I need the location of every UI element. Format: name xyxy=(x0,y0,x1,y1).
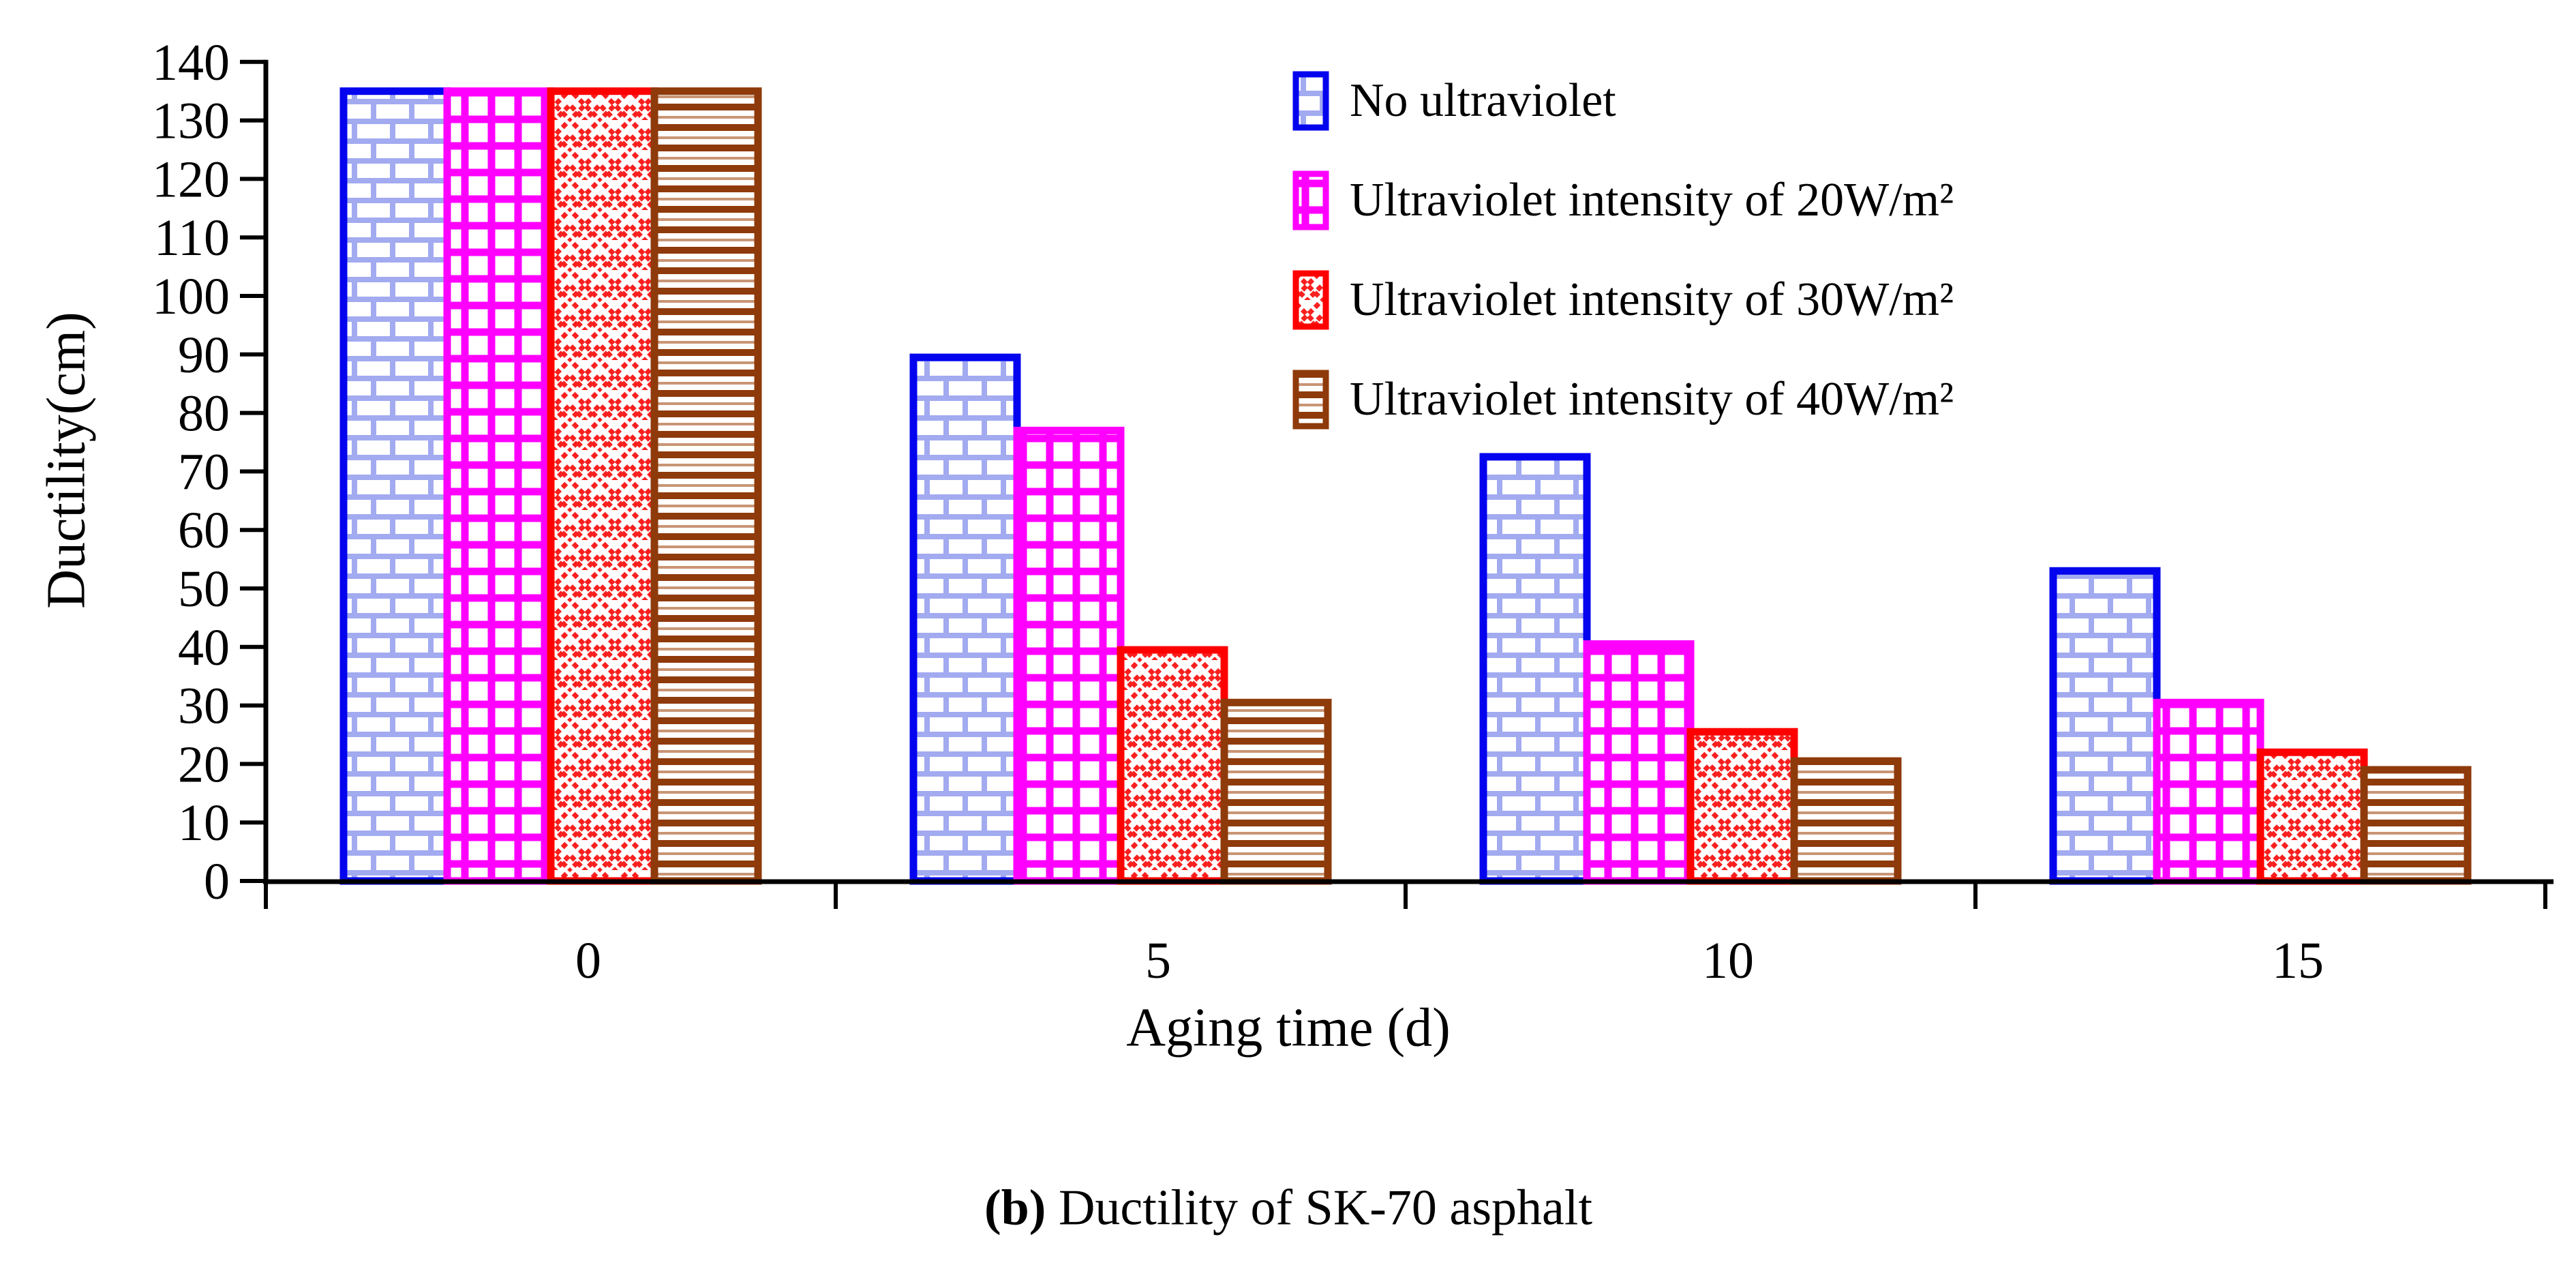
bar-series0-cat3 xyxy=(2049,567,2161,885)
legend-item: Ultraviolet intensity of 20W/m² xyxy=(1292,170,1954,230)
x-tick-label: 5 xyxy=(1145,932,1171,989)
y-tick-label: 20 xyxy=(178,736,230,793)
bar-series2-cat1 xyxy=(1117,646,1228,885)
legend-swatch-diagonal-crosshatch-icon xyxy=(1292,270,1329,330)
x-tick-label: 0 xyxy=(575,932,601,989)
x-tick-label: 15 xyxy=(2272,932,2324,989)
y-tick-label: 10 xyxy=(178,794,230,852)
bar-series2-cat0 xyxy=(547,87,658,885)
y-tick-label: 140 xyxy=(152,34,230,91)
bar-series1-cat1 xyxy=(1013,426,1125,885)
legend-label: Ultraviolet intensity of 40W/m² xyxy=(1350,373,1954,425)
bar-series0-cat1 xyxy=(909,353,1021,885)
y-tick-label: 80 xyxy=(178,385,230,443)
bar-series0-cat0 xyxy=(339,87,451,885)
legend-item: No ultraviolet xyxy=(1292,71,1954,131)
legend-swatch-brick-icon xyxy=(1292,71,1329,131)
bar-series3-cat1 xyxy=(1220,698,1332,885)
legend: No ultraviolet Ultraviolet intensity of 2… xyxy=(1292,71,1954,469)
figure-caption: (b) Ductility of SK-70 asphalt xyxy=(984,1180,1592,1238)
bar-series1-cat3 xyxy=(2153,698,2264,885)
y-tick-label: 40 xyxy=(178,619,230,676)
legend-item: Ultraviolet intensity of 40W/m² xyxy=(1292,370,1954,430)
legend-item: Ultraviolet intensity of 30W/m² xyxy=(1292,270,1954,330)
x-axis-title: Aging time (d) xyxy=(1126,998,1451,1058)
legend-label: Ultraviolet intensity of 30W/m² xyxy=(1350,273,1954,326)
caption-index: (b) xyxy=(984,1180,1046,1236)
bar-series2-cat3 xyxy=(2256,748,2368,885)
legend-label: No ultraviolet xyxy=(1350,74,1616,127)
x-tick-label: 10 xyxy=(1702,932,1754,989)
legend-swatch-horizontal-lines-icon xyxy=(1292,370,1329,430)
bar-series3-cat2 xyxy=(1790,757,1902,885)
y-tick-label: 60 xyxy=(178,502,230,559)
y-tick-label: 110 xyxy=(154,209,230,267)
bar-series1-cat0 xyxy=(443,87,555,885)
caption-text: Ductility of SK-70 asphalt xyxy=(1046,1180,1593,1236)
y-tick-label: 100 xyxy=(152,268,230,325)
y-tick-label: 30 xyxy=(178,678,230,735)
y-tick-label: 120 xyxy=(152,151,230,208)
bar-series2-cat2 xyxy=(1686,728,1798,885)
bar-series1-cat2 xyxy=(1583,640,1695,885)
bar-series0-cat2 xyxy=(1479,453,1591,885)
legend-swatch-grid-icon xyxy=(1292,170,1329,230)
bar-series3-cat0 xyxy=(650,87,762,885)
y-axis-title: Ductility(cm) xyxy=(36,312,97,609)
y-tick-label: 70 xyxy=(178,443,230,500)
y-tick-label: 90 xyxy=(178,327,230,384)
y-tick-label: 0 xyxy=(204,853,230,910)
y-tick-label: 50 xyxy=(178,560,230,618)
legend-label: Ultraviolet intensity of 20W/m² xyxy=(1350,174,1954,226)
bar-series3-cat3 xyxy=(2360,766,2472,885)
y-tick-label: 130 xyxy=(152,93,230,150)
